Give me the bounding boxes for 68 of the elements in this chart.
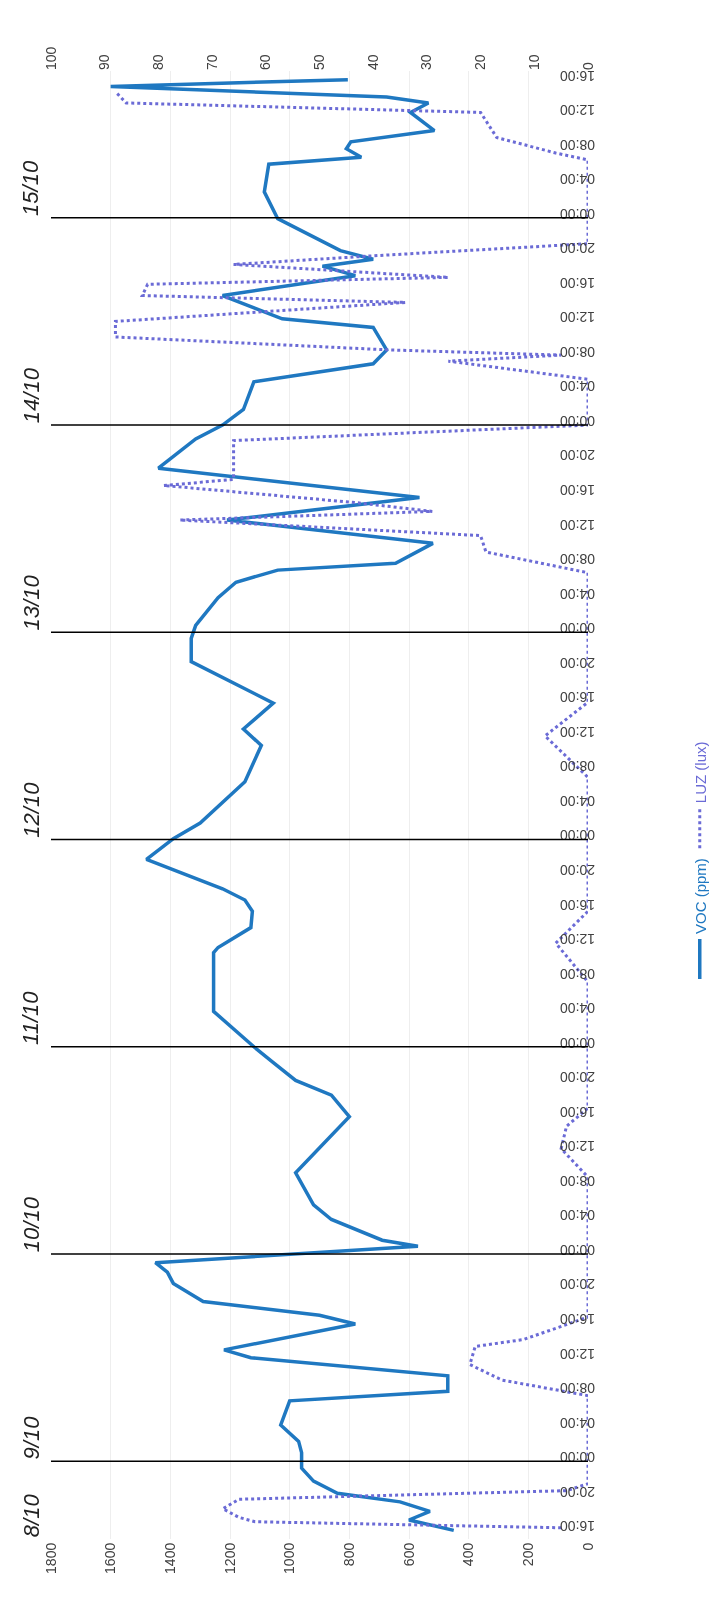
y-tick-label: 04:00 xyxy=(559,1414,595,1431)
y-tick-label: 20:00 xyxy=(559,1276,595,1293)
ref-line-label: 11/10 xyxy=(18,990,44,1045)
x-tick-label: 400 xyxy=(460,1542,477,1567)
y-tick-label: 16:00 xyxy=(559,1518,595,1535)
x-tick-label: 1600 xyxy=(102,1542,119,1574)
y-tick-label: 20:00 xyxy=(559,447,595,464)
y-tick-label: 20:00 xyxy=(559,861,595,878)
y-tick-label: 16:00 xyxy=(559,482,595,499)
y-tick-label: 08:00 xyxy=(559,1172,595,1189)
x2-tick-label: 90 xyxy=(96,54,113,70)
y-tick-label: 12:00 xyxy=(559,516,595,533)
x-tick-label: 1200 xyxy=(221,1542,238,1574)
y-tick-label: 04:00 xyxy=(559,378,595,395)
y-tick-label: 16:00 xyxy=(559,1311,595,1328)
x-tick-label: 0 xyxy=(579,1542,596,1551)
ref-line-label: 9/10 xyxy=(18,1415,44,1460)
x-tick-label: 200 xyxy=(519,1542,536,1567)
y-tick-label: 16:00 xyxy=(559,1103,595,1120)
y-tick-label: 08:00 xyxy=(559,1380,595,1397)
y-tick-label: 20:00 xyxy=(559,1483,595,1500)
x2-tick-label: 80 xyxy=(149,54,166,70)
ref-line-label: 10/10 xyxy=(19,1196,45,1253)
ref-line-label: 13/10 xyxy=(18,574,44,631)
x-tick-label: 1400 xyxy=(161,1542,178,1574)
x2-tick-label: 40 xyxy=(364,54,381,70)
x2-tick-label: 10 xyxy=(525,54,542,70)
y-tick-label: 08:00 xyxy=(559,551,595,568)
y-tick-label: 12:00 xyxy=(559,931,595,948)
text: VOC (ppm) xyxy=(691,858,709,934)
y-tick-label: 04:00 xyxy=(559,171,595,188)
y-tick-label: 12:00 xyxy=(559,1138,595,1155)
text: LUZ (lux) xyxy=(691,741,709,804)
y-tick-label: 12:00 xyxy=(559,1345,595,1362)
x2-tick-label: 60 xyxy=(257,54,274,70)
y-tick-label: 12:00 xyxy=(559,309,595,326)
y-tick-label: 08:00 xyxy=(559,758,595,775)
y-tick-label: 04:00 xyxy=(559,792,595,809)
x2-tick-label: 100 xyxy=(42,46,59,70)
y-tick-label: 20:00 xyxy=(559,1069,595,1086)
y-tick-label: 20:00 xyxy=(559,654,595,671)
y-tick-label: 20:00 xyxy=(559,240,595,257)
x-tick-label: 1000 xyxy=(281,1542,298,1574)
x2-tick-label: 70 xyxy=(203,54,220,70)
y-tick-label: 00:00 xyxy=(559,412,595,429)
y-tick-label: 08:00 xyxy=(559,343,595,360)
y-tick-label: 04:00 xyxy=(559,1207,595,1224)
y-tick-label: 12:00 xyxy=(559,102,595,119)
x2-tick-label: 20 xyxy=(472,54,489,70)
ref-line-label: 14/10 xyxy=(19,367,45,424)
y-tick-label: 08:00 xyxy=(559,965,595,982)
y-tick-label: 00:00 xyxy=(559,1241,595,1258)
x-tick-label: 800 xyxy=(340,1542,357,1567)
y-tick-label: 16:00 xyxy=(559,689,595,706)
x-tick-label: 600 xyxy=(400,1542,417,1567)
y-tick-label: 16:00 xyxy=(559,896,595,913)
x2-tick-label: 50 xyxy=(311,54,328,70)
text: 8/10 xyxy=(19,1493,45,1538)
ref-line-label: 12/10 xyxy=(18,781,44,838)
y-tick-label: 08:00 xyxy=(559,136,595,153)
x2-tick-label: 30 xyxy=(418,54,435,70)
y-tick-label: 04:00 xyxy=(559,1000,595,1017)
y-tick-label: 16:00 xyxy=(559,274,595,291)
y-tick-label: 12:00 xyxy=(559,723,595,740)
ref-line-label: 15/10 xyxy=(18,160,44,216)
x2-tick-label: 0 xyxy=(579,62,596,70)
y-tick-label: 04:00 xyxy=(559,585,595,602)
x-tick-label: 1800 xyxy=(42,1542,59,1574)
